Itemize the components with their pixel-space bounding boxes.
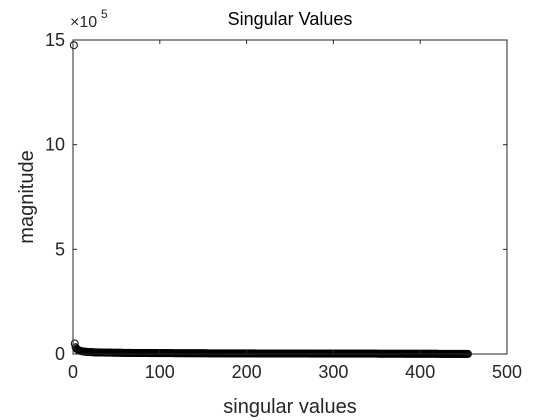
x-tick-label: 200 xyxy=(232,362,262,382)
y-axis-label: magnitude xyxy=(16,150,38,243)
x-axis-label: singular values xyxy=(223,396,356,418)
y-axis-exponent-power: 5 xyxy=(101,7,108,21)
x-axis-ticks: 0 100 200 300 400 500 xyxy=(68,40,522,382)
y-tick-label: 5 xyxy=(55,239,65,259)
y-axis-ticks: 0 5 10 15 xyxy=(45,30,507,364)
x-tick-label: 500 xyxy=(492,362,522,382)
plot-area xyxy=(73,40,507,354)
x-tick-label: 300 xyxy=(318,362,348,382)
y-axis-exponent-base: ×10 xyxy=(70,14,97,31)
y-tick-label: 0 xyxy=(55,344,65,364)
y-tick-label: 10 xyxy=(45,135,65,155)
chart-title: Singular Values xyxy=(228,9,353,29)
y-tick-label: 15 xyxy=(45,30,65,50)
x-tick-label: 400 xyxy=(405,362,435,382)
x-tick-label: 0 xyxy=(68,362,78,382)
axes-box xyxy=(72,39,508,355)
data-point xyxy=(69,41,78,50)
x-tick-label: 100 xyxy=(145,362,175,382)
